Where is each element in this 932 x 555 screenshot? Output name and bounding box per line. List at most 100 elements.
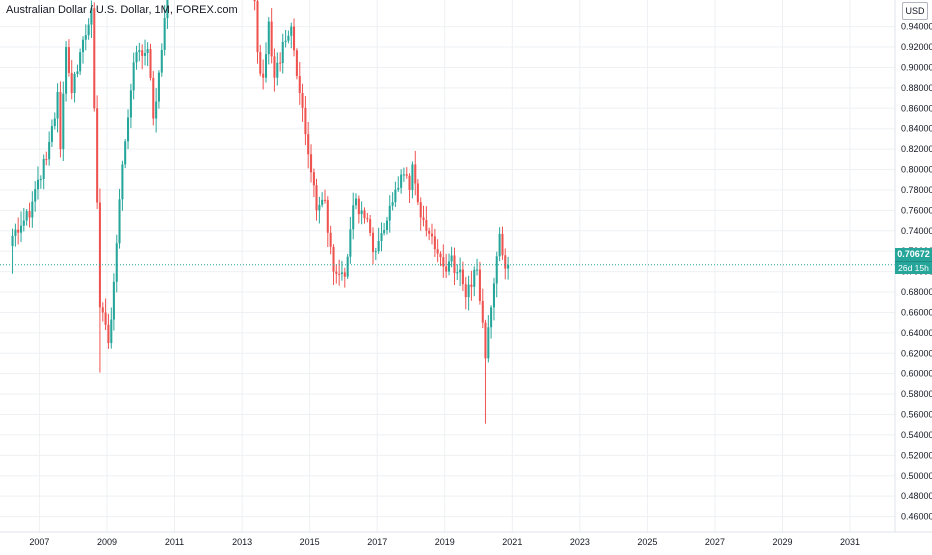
candle-body [28,211,31,218]
price-tick-label: 0.88000 [901,83,932,93]
price-tick-label: 0.90000 [901,62,932,72]
candle-body [354,198,358,206]
candle-body [79,52,82,72]
candle-body [498,233,501,257]
candle-body [11,235,14,247]
candle-body [45,159,48,161]
candle-body [281,41,284,63]
time-tick-label: 2013 [232,537,252,547]
candle-body [492,283,496,308]
time-scale[interactable]: 2007 2009 2011 2013 2015 2017 2019 2021 2023 2025… [29,537,860,547]
candle-body [290,26,293,36]
price-tick-label: 0.50000 [901,471,932,481]
candle-body [90,8,93,25]
candle-body [93,8,96,109]
candle-body [436,249,439,254]
candle-body [335,271,338,274]
time-tick-label: 2023 [570,537,590,547]
time-tick-label: 2025 [637,537,657,547]
candle-body [315,185,318,211]
candle-body [459,269,462,273]
candle-body [400,174,403,188]
candle-body [256,1,259,53]
candle-body [453,255,456,274]
candle-body [101,307,104,313]
candle-body [284,40,287,42]
candle-body [84,35,87,40]
candle-body [17,229,20,233]
candle-body [104,312,107,325]
price-tick-label: 0.92000 [901,42,932,52]
price-tick-label: 0.82000 [901,144,932,154]
candle-body [467,284,470,298]
candle-body [495,256,498,284]
candle-body [264,54,268,78]
price-tick-label: 0.68000 [901,287,932,297]
candle-body [326,200,329,233]
candle-body [267,21,270,55]
candle-body [487,327,490,359]
candle-body [456,272,459,274]
candle-body [163,18,166,50]
candle-body [110,319,113,344]
candle-body [121,164,124,200]
candle-body [152,77,155,119]
candle-body [124,141,127,165]
time-scale-background [0,532,932,550]
candle-body [433,236,436,250]
candle-body [447,261,451,272]
candle-body [310,154,313,173]
candle-body [450,255,453,262]
candle-body [273,56,276,78]
candle-body [144,53,147,56]
time-tick-label: 2029 [773,537,793,547]
price-tick-label: 0.56000 [901,410,932,420]
candle-body [160,49,163,73]
candle-body [484,322,487,359]
candle-body [53,118,56,127]
time-tick-label: 2017 [367,537,387,547]
time-tick-label: 2015 [300,537,320,547]
time-tick-label: 2019 [435,537,455,547]
candle-body [371,232,375,252]
candle-body [377,240,380,252]
candle-body [340,272,343,274]
candle-body [127,117,130,142]
candle-body [14,229,17,236]
time-tick-label: 2007 [29,537,49,547]
candle-body [304,107,307,135]
candle-body [312,172,315,186]
candle-body [98,202,101,308]
candle-body [318,204,321,211]
candle-body [67,47,70,74]
candle-body [430,233,434,237]
candle-body [42,159,45,179]
candle-body [414,164,417,184]
chart-legend-title: Australian Dollar / U.S. Dollar, 1M, FOR… [6,4,238,16]
candle-body [470,284,473,287]
candle-body [96,108,99,203]
candle-body [360,210,363,215]
candle-body [39,178,42,180]
candle-body [445,266,448,272]
candle-body [507,264,510,269]
candle-body [323,199,327,201]
candle-body [425,219,428,231]
candle-body [115,243,118,282]
candle-body [262,73,265,78]
candle-body [478,269,481,301]
currency-button[interactable]: USD [902,2,928,20]
candle-body [34,189,37,202]
last-price-label: 0.70672 [895,248,932,261]
candle-body [73,73,76,93]
candle-body [36,179,39,190]
candle-body [394,189,397,203]
candle-body [56,91,59,119]
candle-body [422,217,425,220]
candle-body [157,72,160,102]
candle-body [380,233,383,241]
candle-body [366,218,369,220]
candle-body [50,126,53,142]
